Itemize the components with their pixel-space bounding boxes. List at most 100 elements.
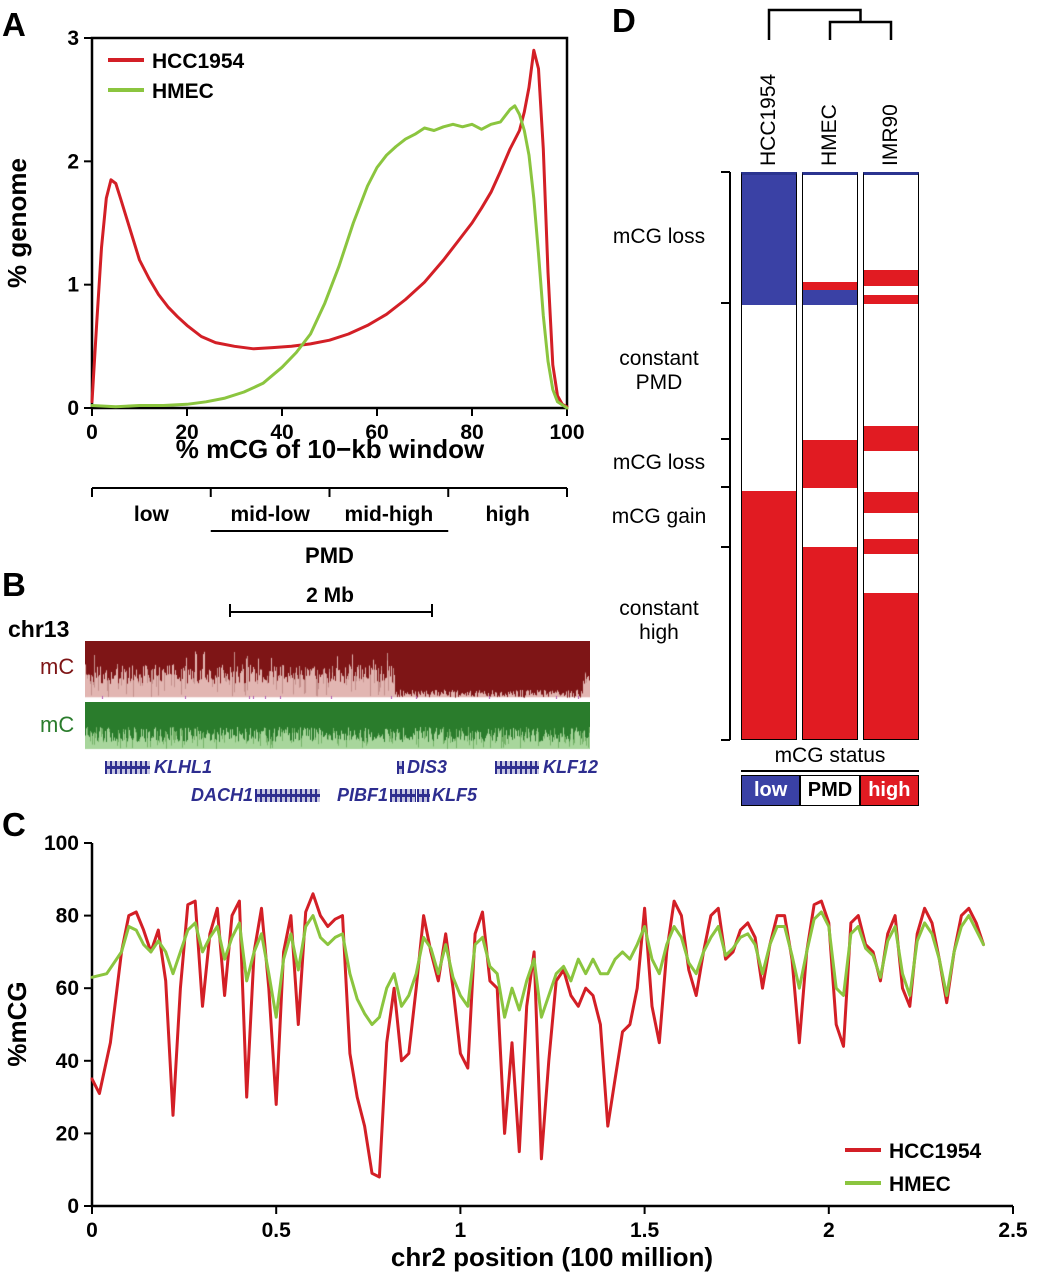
gene-body-klf5 [417,789,430,802]
gene-body-dach1 [255,789,320,802]
panel-a-label: A [2,6,26,43]
row-group-label-line: high [639,620,679,644]
heatmap-axis-tick [721,171,730,173]
x-tick-label: 100 [549,421,584,444]
segment-high [864,269,918,286]
x-tick-label: 0 [86,1219,98,1242]
segment-pmd [864,285,918,295]
y-tick-label: 1 [67,274,79,297]
segment-pmd [803,175,857,283]
x-tick-label: 0 [86,421,98,444]
row-group-label-line: constant [619,346,699,370]
track-label-mc-hmec: mC [40,712,75,737]
methylation-track-hmec [85,702,590,752]
gene-annotations: KLHL1 DIS3 KLF12 DACH1 PIBF1 KLF5 [85,757,598,815]
segment-pmd [803,304,857,441]
chromosome-label: chr13 [8,616,70,642]
segment-high [864,294,918,304]
scale-bar-line [230,611,432,613]
segment-high [803,282,857,291]
segment-pmd [864,175,918,270]
series-hcc1954 [90,48,569,409]
panel-b-label: B [2,566,26,603]
row-group-label-line: mCG gain [611,505,707,529]
scale-bar-label: 2 Mb [306,584,354,607]
heatmap-column-hmec [802,172,858,740]
heatmap-legend-underline [741,770,919,772]
band-label-mid-low: mid-low [230,503,310,526]
heatmap-column-hcc1954 [741,172,797,740]
heatmap-axis-tick [721,545,730,548]
segment-high [864,593,918,739]
x-axis-label: % mCG of 10−kb window [176,434,485,464]
dendrogram-lines [767,8,893,40]
segment-pmd [803,488,857,548]
y-axis-label: % genome [2,158,32,288]
row-group-label-constant-high: constant high [585,597,733,645]
legend-box-low: low [741,775,801,806]
heatmap-axis-tick [721,739,730,741]
x-tick-label: 20 [175,421,198,444]
row-group-label-line: constant [619,596,699,620]
y-tick-label: 40 [56,1050,79,1073]
series-hcc1954 [90,892,985,1179]
heatmap-axis-tick [721,437,730,440]
scale-bar-tick-left [229,604,231,617]
segment-pmd [864,513,918,539]
gene-body-pibf1 [390,789,416,802]
band-label-low: low [134,503,170,526]
legend-label-hmec: HMEC [889,1173,951,1196]
gene-label-pibf1: PIBF1 [336,785,388,805]
mcg-status-heatmap [741,172,919,740]
gene-label-klhl1: KLHL1 [154,757,212,777]
x-tick-label: 80 [460,421,483,444]
row-group-label-constant-pmd: constant PMD [585,347,733,395]
legend-box-pmd: PMD [800,775,860,806]
segment-high [864,425,918,452]
segment-high [803,440,857,489]
column-label-imr90: IMR90 [879,104,902,166]
track-label-mc-hcc1954: mC [40,654,75,679]
gene-body-dis3 [397,761,404,774]
series-hmec [90,104,569,410]
gene-body-klhl1 [105,761,150,774]
x-tick-label: 60 [365,421,388,444]
segment-pmd [864,303,918,426]
gene-label-klf5: KLF5 [432,785,477,805]
segment-pmd [742,304,796,491]
y-tick-label: 20 [56,1122,79,1145]
legend-label-hmec: HMEC [152,80,214,103]
segment-low [742,175,796,305]
segment-high [742,490,796,739]
segment-low [803,290,857,305]
heatmap-left-axis [729,172,731,740]
heatmap-axis-tick [721,301,730,304]
heatmap-legend-title: mCG status [774,744,886,767]
gene-label-klf12: KLF12 [543,757,599,777]
y-tick-label: 0 [67,1195,79,1218]
row-group-label-mcg-gain: mCG gain [585,505,733,529]
gene-label-dach1: DACH1 [190,785,253,805]
y-tick-label: 0 [67,397,79,420]
series-hmec [90,910,985,1026]
segment-pmd [864,554,918,594]
x-tick-label: 0.5 [262,1219,292,1242]
x-tick-label: 2.5 [998,1219,1028,1242]
segment-pmd [864,451,918,492]
x-tick-label: 1.5 [630,1219,660,1242]
row-group-label-line: PMD [635,370,683,394]
segment-high [803,547,857,739]
panel-d-label: D [612,2,636,39]
row-group-label-line: mCG loss [612,451,706,475]
gene-body-klf12 [495,761,539,774]
row-group-label-mcg-loss: mCG loss [585,451,733,475]
y-axis-label: %mCG [2,981,32,1066]
y-tick-label: 80 [56,905,79,928]
legend-box-high: high [859,775,919,806]
x-tick-label: 40 [270,421,293,444]
gene-label-dis3: DIS3 [407,757,448,777]
panel-a-chart: 0 20 40 60 80 100 0 1 2 3 % mCG of 10−kb window % g… [2,27,585,568]
plot-frame [90,36,569,410]
row-group-label-line: mCG loss [612,225,706,249]
